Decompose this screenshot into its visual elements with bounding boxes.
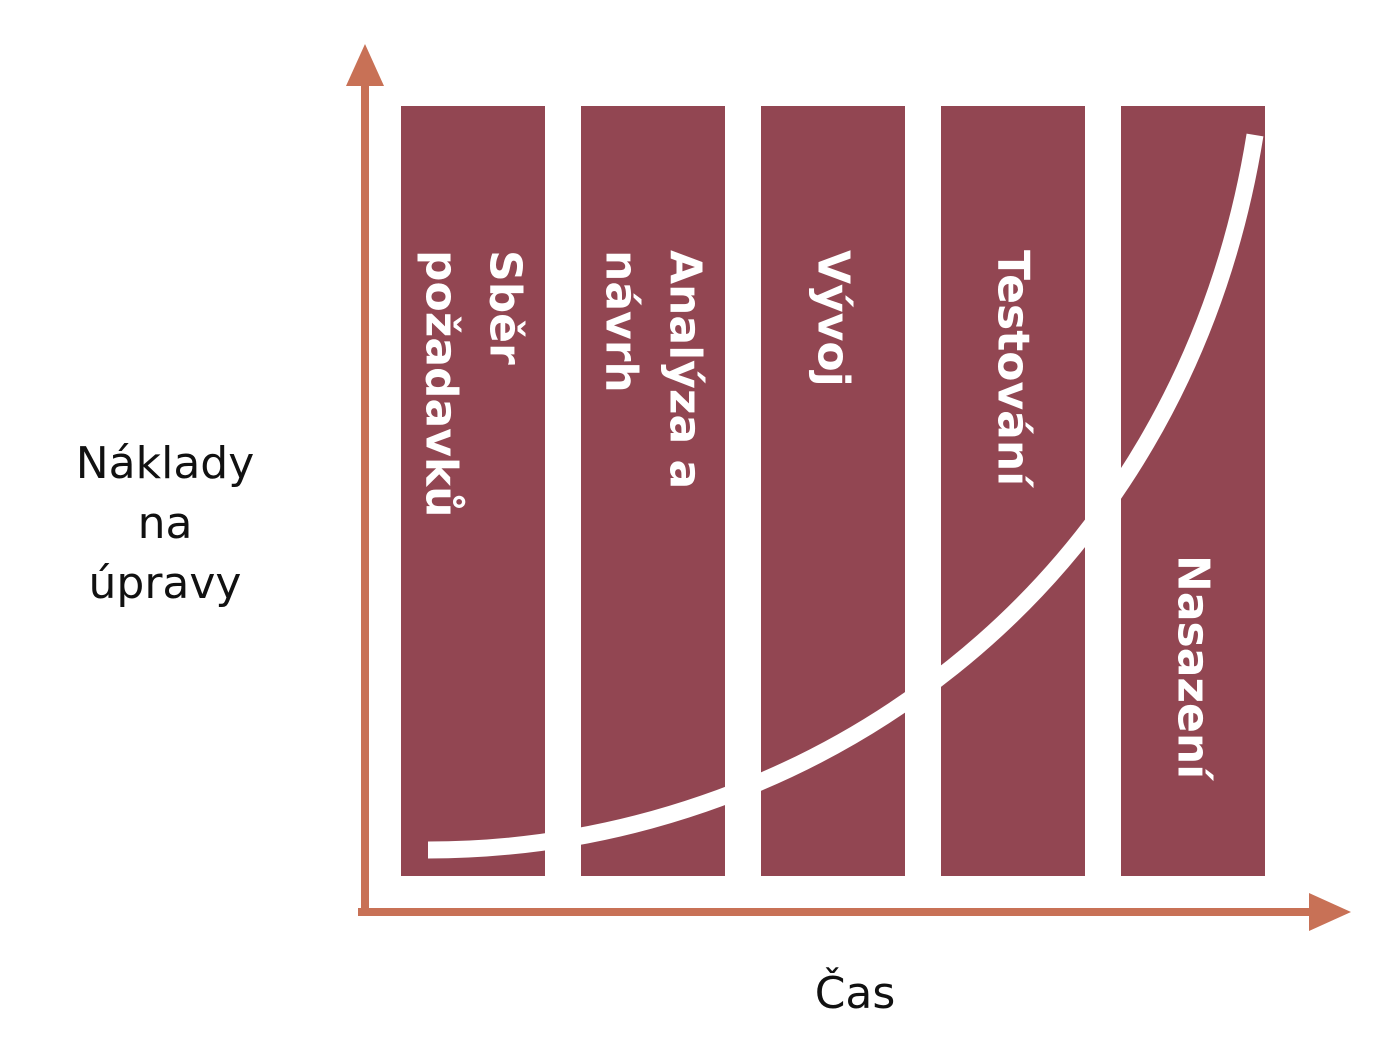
x-axis-arrow	[1309, 893, 1351, 931]
phase-label: Nasazení	[1168, 555, 1219, 782]
y-axis-label: Náklady	[76, 438, 255, 489]
phase-bar	[401, 106, 545, 876]
phase-label: požadavků	[416, 250, 467, 517]
phase-label: Sběr	[480, 250, 531, 365]
phase-label: návrh	[596, 250, 647, 393]
y-axis-label: úpravy	[89, 558, 242, 609]
x-axis-label: Čas	[815, 966, 896, 1019]
phase-bar	[581, 106, 725, 876]
phase-bar	[761, 106, 905, 876]
phase-labels: Sběr požadavků Analýza a návrh Vývoj Testován…	[416, 250, 1219, 782]
phase-label: Testování	[988, 250, 1039, 489]
y-axis-label: na	[138, 498, 193, 549]
phase-bar	[941, 106, 1085, 876]
y-axis-arrow	[346, 44, 384, 86]
phase-label: Vývoj	[808, 250, 859, 387]
phase-bars	[401, 106, 1265, 876]
cost-curve	[427, 133, 1264, 859]
phase-label: Analýza a	[660, 250, 711, 489]
